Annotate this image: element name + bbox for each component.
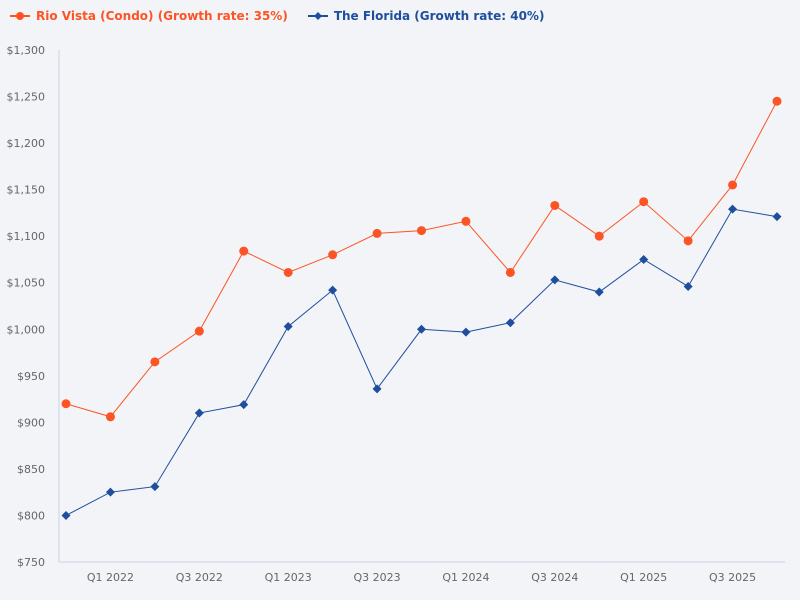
x-tick-label: Q1 2022 xyxy=(87,571,134,584)
data-point xyxy=(150,357,160,367)
data-point xyxy=(328,285,338,295)
series-line-1 xyxy=(65,208,778,516)
x-tick-label: Q1 2025 xyxy=(620,571,667,584)
data-point xyxy=(150,482,160,492)
data-point xyxy=(372,384,382,394)
y-tick-label: $850 xyxy=(17,463,45,476)
data-point xyxy=(550,200,560,210)
legend: Rio Vista (Condo) (Growth rate: 35%) The… xyxy=(10,9,544,23)
data-point xyxy=(505,318,515,328)
data-point xyxy=(194,408,204,418)
y-tick-label: $950 xyxy=(17,370,45,383)
y-tick-label: $1,050 xyxy=(7,277,46,290)
data-point xyxy=(61,399,71,409)
data-point xyxy=(105,487,115,497)
data-point xyxy=(239,246,249,256)
diamond-marker-icon xyxy=(307,12,328,20)
data-point xyxy=(772,212,782,222)
circle-marker-icon xyxy=(10,12,30,20)
data-point xyxy=(639,254,649,264)
data-point xyxy=(683,236,693,246)
y-tick-label: $1,200 xyxy=(7,137,46,150)
data-point xyxy=(283,321,293,331)
y-tick-label: $800 xyxy=(17,509,45,522)
x-tick-label: Q3 2022 xyxy=(176,571,223,584)
data-point xyxy=(505,267,515,277)
y-tick-label: $1,000 xyxy=(7,323,46,336)
data-point xyxy=(239,400,249,410)
data-point xyxy=(417,226,426,236)
data-point xyxy=(461,327,471,337)
data-point xyxy=(283,267,293,277)
data-point xyxy=(594,231,604,241)
data-point xyxy=(594,287,604,297)
y-tick-label: $900 xyxy=(17,416,45,429)
y-tick-label: $1,100 xyxy=(7,230,46,243)
data-point xyxy=(328,250,338,260)
data-point xyxy=(461,216,471,226)
data-point xyxy=(728,204,738,214)
x-tick-label: Q3 2023 xyxy=(353,571,400,584)
data-point xyxy=(61,510,71,520)
data-point xyxy=(194,326,204,336)
series-line-0 xyxy=(65,100,778,418)
x-tick-label: Q1 2023 xyxy=(265,571,312,584)
y-tick-label: $1,150 xyxy=(7,184,46,197)
x-tick-label: Q3 2024 xyxy=(531,571,578,584)
data-point xyxy=(550,275,560,285)
data-point xyxy=(683,281,693,291)
y-tick-label: $1,300 xyxy=(7,44,46,57)
data-point xyxy=(728,180,738,190)
data-point xyxy=(772,96,782,106)
data-point xyxy=(417,324,426,334)
y-tick-label: $1,250 xyxy=(7,91,46,104)
data-point xyxy=(639,197,649,207)
legend-label: Rio Vista (Condo) (Growth rate: 35%) xyxy=(36,9,288,23)
legend-item-rio-vista[interactable]: Rio Vista (Condo) (Growth rate: 35%) xyxy=(10,9,288,23)
y-tick-label: $750 xyxy=(17,556,45,569)
data-point xyxy=(372,228,382,238)
data-point xyxy=(105,412,115,422)
x-tick-label: Q3 2025 xyxy=(709,571,756,584)
legend-item-the-florida[interactable]: The Florida (Growth rate: 40%) xyxy=(307,9,545,23)
x-tick-label: Q1 2024 xyxy=(442,571,489,584)
legend-label: The Florida (Growth rate: 40%) xyxy=(333,9,545,23)
